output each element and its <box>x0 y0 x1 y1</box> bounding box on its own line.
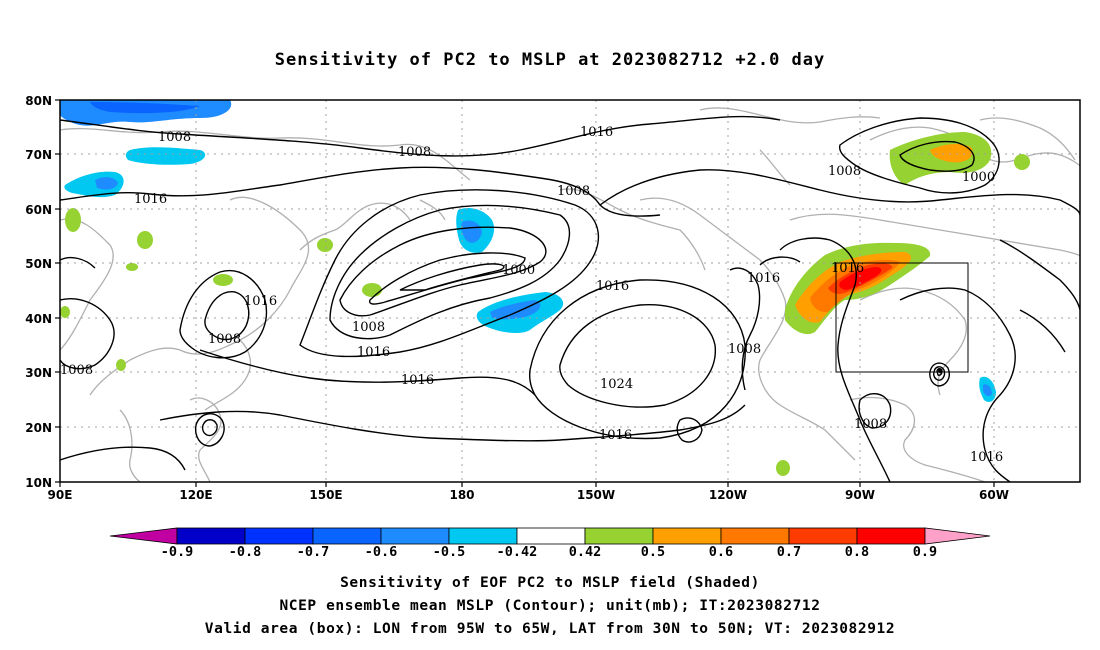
tick-marks <box>55 99 995 487</box>
colorbar-segment <box>312 527 382 545</box>
colorbar-label: -0.9 <box>161 544 194 560</box>
lat-label: 70N <box>25 148 52 162</box>
lon-label: 120W <box>709 488 747 502</box>
contour-label: 1016 <box>357 345 390 360</box>
caption-shaded: Sensitivity of EOF PC2 to MSLP field (Sh… <box>340 575 760 591</box>
colorbar-label: 0.8 <box>845 544 869 560</box>
grid-lines <box>60 100 1080 482</box>
colorbar-right-arrow <box>924 527 991 545</box>
lon-label: 150W <box>577 488 615 502</box>
contour-label: 1016 <box>244 294 277 309</box>
contour-label: 1024 <box>600 377 633 392</box>
lat-label: 10N <box>25 476 52 490</box>
mslp-contours <box>60 115 1080 482</box>
lat-label: 30N <box>25 366 52 380</box>
colorbar-label: 0.9 <box>913 544 937 560</box>
lat-label: 80N <box>25 94 52 108</box>
map-border <box>59 99 1081 483</box>
colorbar-segment <box>176 527 246 545</box>
colorbar-label: 0.6 <box>709 544 733 560</box>
colorbar-segment <box>448 527 518 545</box>
lon-label: 90E <box>48 488 73 502</box>
lat-label: 20N <box>25 421 52 435</box>
shaded-sensitivity <box>60 100 1030 476</box>
contour-label: 1016 <box>599 428 632 443</box>
contour-label: 1008 <box>557 184 590 199</box>
chart-title: Sensitivity of PC2 to MSLP at 2023082712… <box>274 50 826 70</box>
colorbar-labels: -0.9 -0.8 -0.7 -0.6 -0.5 -0.42 0.42 0.5 … <box>161 544 937 560</box>
lon-label: 150E <box>309 488 342 502</box>
colorbar-segment <box>856 527 926 545</box>
lat-label: 60N <box>25 203 52 217</box>
contour-label: 1008 <box>208 332 241 347</box>
colorbar-segment <box>244 527 314 545</box>
contour-label: 1016 <box>970 450 1003 465</box>
contour-label: 1016 <box>134 192 167 207</box>
colorbar-label: -0.42 <box>497 544 538 560</box>
contour-label: 1008 <box>828 164 861 179</box>
colorbar-label: 0.42 <box>569 544 602 560</box>
lon-label: 60W <box>979 488 1009 502</box>
contour-labels: 1008 1016 1008 1008 1016 1000 1016 1016 … <box>60 125 1003 465</box>
lat-label: 50N <box>25 257 52 271</box>
contour-label: 1008 <box>854 417 887 432</box>
contour-label: 1000 <box>962 170 995 185</box>
colorbar-label: -0.5 <box>433 544 466 560</box>
colorbar-label: -0.8 <box>229 544 262 560</box>
contour-label: 1016 <box>401 373 434 388</box>
caption-contour: NCEP ensemble mean MSLP (Contour); unit(… <box>279 598 821 614</box>
contour-label: 1008 <box>352 320 385 335</box>
latitude-labels: 80N 70N 60N 50N 40N 30N 20N 10N <box>25 94 52 490</box>
coastlines <box>60 107 1080 482</box>
colorbar-left-arrow <box>109 527 178 545</box>
contour-label: 1016 <box>831 261 864 276</box>
contour-label: 1008 <box>398 145 431 160</box>
contour-label: 1016 <box>580 125 613 140</box>
contour-label: 1000 <box>502 263 535 278</box>
colorbar-segment <box>380 527 450 545</box>
contour-label: 1008 <box>60 363 93 378</box>
colorbar-segment <box>516 527 586 545</box>
lat-label: 40N <box>25 312 52 326</box>
contour-label: 1008 <box>158 130 191 145</box>
colorbar-label: -0.7 <box>297 544 330 560</box>
valid-area-box <box>835 262 969 373</box>
colorbar-segment <box>788 527 858 545</box>
contour-label: 1016 <box>747 271 780 286</box>
colorbar <box>109 527 991 545</box>
longitude-labels: 90E 120E 150E 180 150W 120W 90W 60W <box>48 488 1009 502</box>
colorbar-segment <box>720 527 790 545</box>
contour-label: 1016 <box>596 279 629 294</box>
lon-label: 120E <box>179 488 212 502</box>
colorbar-segment <box>584 527 654 545</box>
colorbar-label: 0.7 <box>777 544 801 560</box>
lon-label: 180 <box>449 488 474 502</box>
colorbar-segment <box>652 527 722 545</box>
contour-label: 1008 <box>728 342 761 357</box>
colorbar-label: 0.5 <box>641 544 665 560</box>
lon-label: 90W <box>845 488 875 502</box>
caption-valid-area: Valid area (box): LON from 95W to 65W, L… <box>204 621 896 637</box>
colorbar-label: -0.6 <box>365 544 398 560</box>
